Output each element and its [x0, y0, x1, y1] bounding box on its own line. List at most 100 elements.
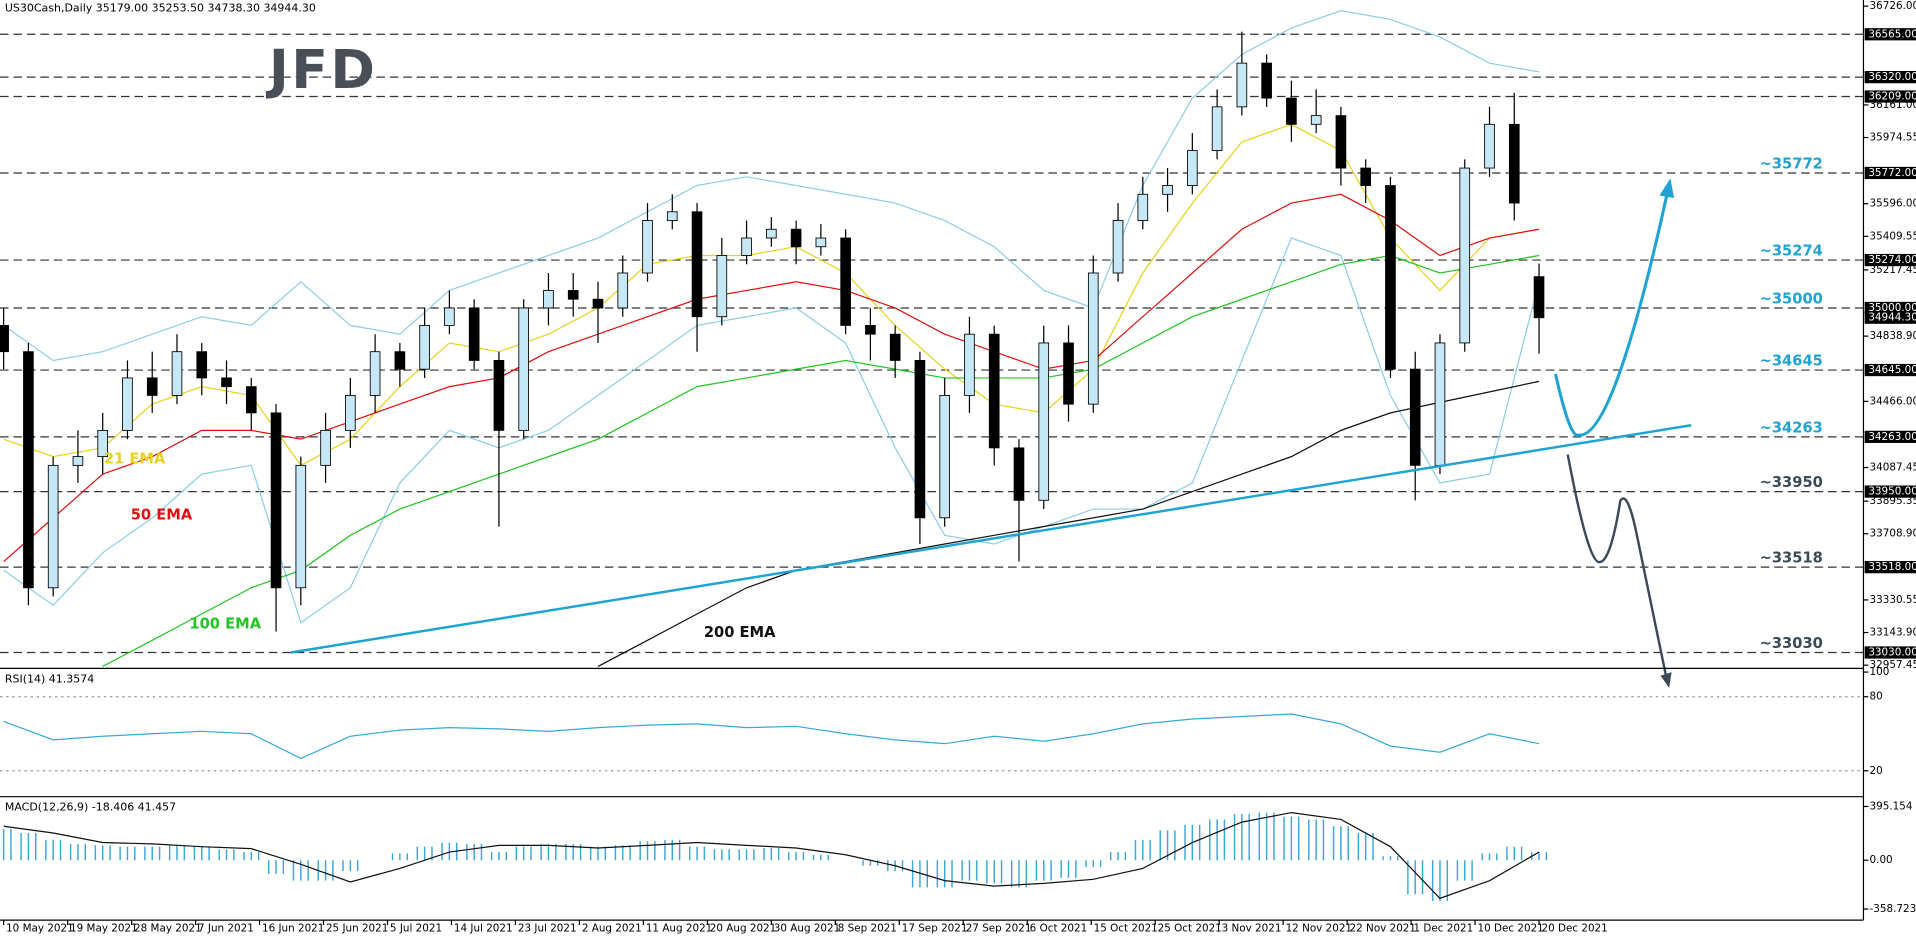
level-note: ~35000: [1760, 290, 1823, 307]
y-tick-label: 32957.45: [1870, 659, 1916, 671]
candle-body: [444, 307, 455, 326]
candle-body: [766, 228, 777, 239]
candle-body: [840, 237, 851, 326]
level-label: 34645.00: [1868, 364, 1916, 376]
candle-body: [295, 464, 307, 589]
chart-title: US30Cash,Daily 35179.00 35253.50 34738.3…: [5, 2, 316, 15]
x-tick-label: 19 May 2021: [70, 923, 138, 935]
candle-body: [939, 394, 951, 519]
candle-body: [1063, 342, 1074, 405]
candle-body: [419, 325, 430, 370]
candle-body: [666, 211, 678, 221]
candle-body: [1087, 272, 1099, 405]
candle-body: [122, 377, 133, 431]
candle-body: [889, 333, 901, 361]
x-tick-label: 12 Nov 2021: [1286, 923, 1352, 935]
candle-body: [369, 351, 381, 396]
x-tick-label: 5 Jul 2021: [390, 923, 442, 935]
candle-body: [468, 307, 480, 361]
candle-body: [1385, 185, 1396, 370]
candle-body: [1236, 62, 1248, 108]
candle-body: [97, 429, 109, 458]
candle-body: [23, 351, 34, 589]
candle-body: [567, 290, 579, 300]
candle-body: [1484, 123, 1495, 169]
legend-label: 21 EMA: [104, 450, 166, 467]
x-tick-label: 23 Jul 2021: [518, 923, 577, 935]
candle-body: [1508, 123, 1520, 204]
trendline: [290, 424, 1692, 654]
level-box: [1864, 561, 1916, 574]
candle-body: [964, 333, 975, 396]
rsi-tick-label: 20: [1870, 765, 1883, 777]
bullish-arrow: [1554, 195, 1669, 437]
y-tick-label: 34466.00: [1870, 395, 1916, 407]
candle-body: [914, 360, 926, 519]
level-label: 34263.00: [1868, 431, 1916, 443]
candle-body: [691, 211, 703, 318]
x-tick-label: 20 Aug 2021: [710, 923, 776, 935]
rsi-line: [3, 713, 1540, 760]
price-box: [1864, 311, 1916, 324]
candle-body: [1360, 167, 1372, 186]
candle-body: [270, 412, 282, 589]
x-tick-label: 10 May 2021: [6, 923, 74, 935]
y-tick-label: 35974.55: [1870, 132, 1916, 144]
bollinger-band: [3, 237, 1540, 624]
x-tick-label: 14 Jul 2021: [454, 923, 513, 935]
arrow-head: [1659, 178, 1675, 198]
candles-layer: [0, 31, 1545, 632]
macd-signal: [3, 811, 1540, 900]
bollinger-band: [3, 10, 1540, 362]
x-tick-label: 6 Oct 2021: [1030, 923, 1088, 935]
rsi-tick-label: 80: [1870, 691, 1883, 703]
level-box: [1864, 363, 1916, 377]
ema-line: [3, 193, 1540, 563]
candle-body: [518, 307, 530, 431]
candle-body: [1434, 342, 1446, 466]
candle-body: [642, 220, 653, 274]
level-note: ~34645: [1760, 352, 1823, 369]
candle-body: [1038, 342, 1050, 501]
candle-body: [345, 394, 356, 431]
level-label: 35000.00: [1868, 302, 1916, 314]
level-box: [1864, 301, 1916, 315]
candle-body: [988, 333, 1000, 449]
level-label: 33518.00: [1868, 561, 1916, 573]
x-tick-label: 15 Oct 2021: [1094, 923, 1158, 935]
level-box: [1864, 166, 1916, 180]
candle-body: [790, 228, 802, 248]
candle-body: [1211, 106, 1223, 152]
candle-body: [1112, 220, 1124, 274]
arrow-head: [1660, 672, 1672, 688]
level-label: 35274.00: [1868, 254, 1916, 266]
candle-body: [245, 386, 257, 414]
ema-line: [597, 380, 1540, 667]
level-label: 36320.00: [1868, 71, 1916, 83]
price-label: 34944.30: [1868, 312, 1916, 324]
x-tick-label: 17 Sep 2021: [902, 923, 968, 935]
candle-body: [47, 464, 59, 589]
level-note: ~33518: [1760, 550, 1823, 567]
rsi-title: RSI(14) 41.3574: [5, 672, 94, 685]
candle-body: [196, 351, 208, 379]
macd-tick-label: 0.00: [1870, 854, 1893, 866]
rsi-tick-label: 100: [1870, 666, 1890, 678]
candle-body: [815, 237, 827, 248]
x-tick-label: 1 Dec 2021: [1414, 923, 1474, 935]
y-tick-label: 35217.45: [1870, 264, 1916, 276]
y-tick-label: 35409.55: [1870, 230, 1916, 242]
candle-body: [1335, 115, 1347, 169]
candle-body: [1310, 115, 1322, 125]
y-tick-label: 33330.55: [1870, 594, 1916, 606]
level-box: [1864, 28, 1916, 41]
level-note: ~33950: [1760, 474, 1823, 491]
y-tick-label: 33708.90: [1870, 528, 1916, 540]
level-box: [1864, 485, 1916, 498]
candle-body: [617, 272, 629, 309]
macd-title: MACD(12,26,9) -18.406 41.457: [5, 801, 176, 814]
indicator-layer: [2, 10, 1548, 902]
candle-body: [1261, 62, 1272, 99]
